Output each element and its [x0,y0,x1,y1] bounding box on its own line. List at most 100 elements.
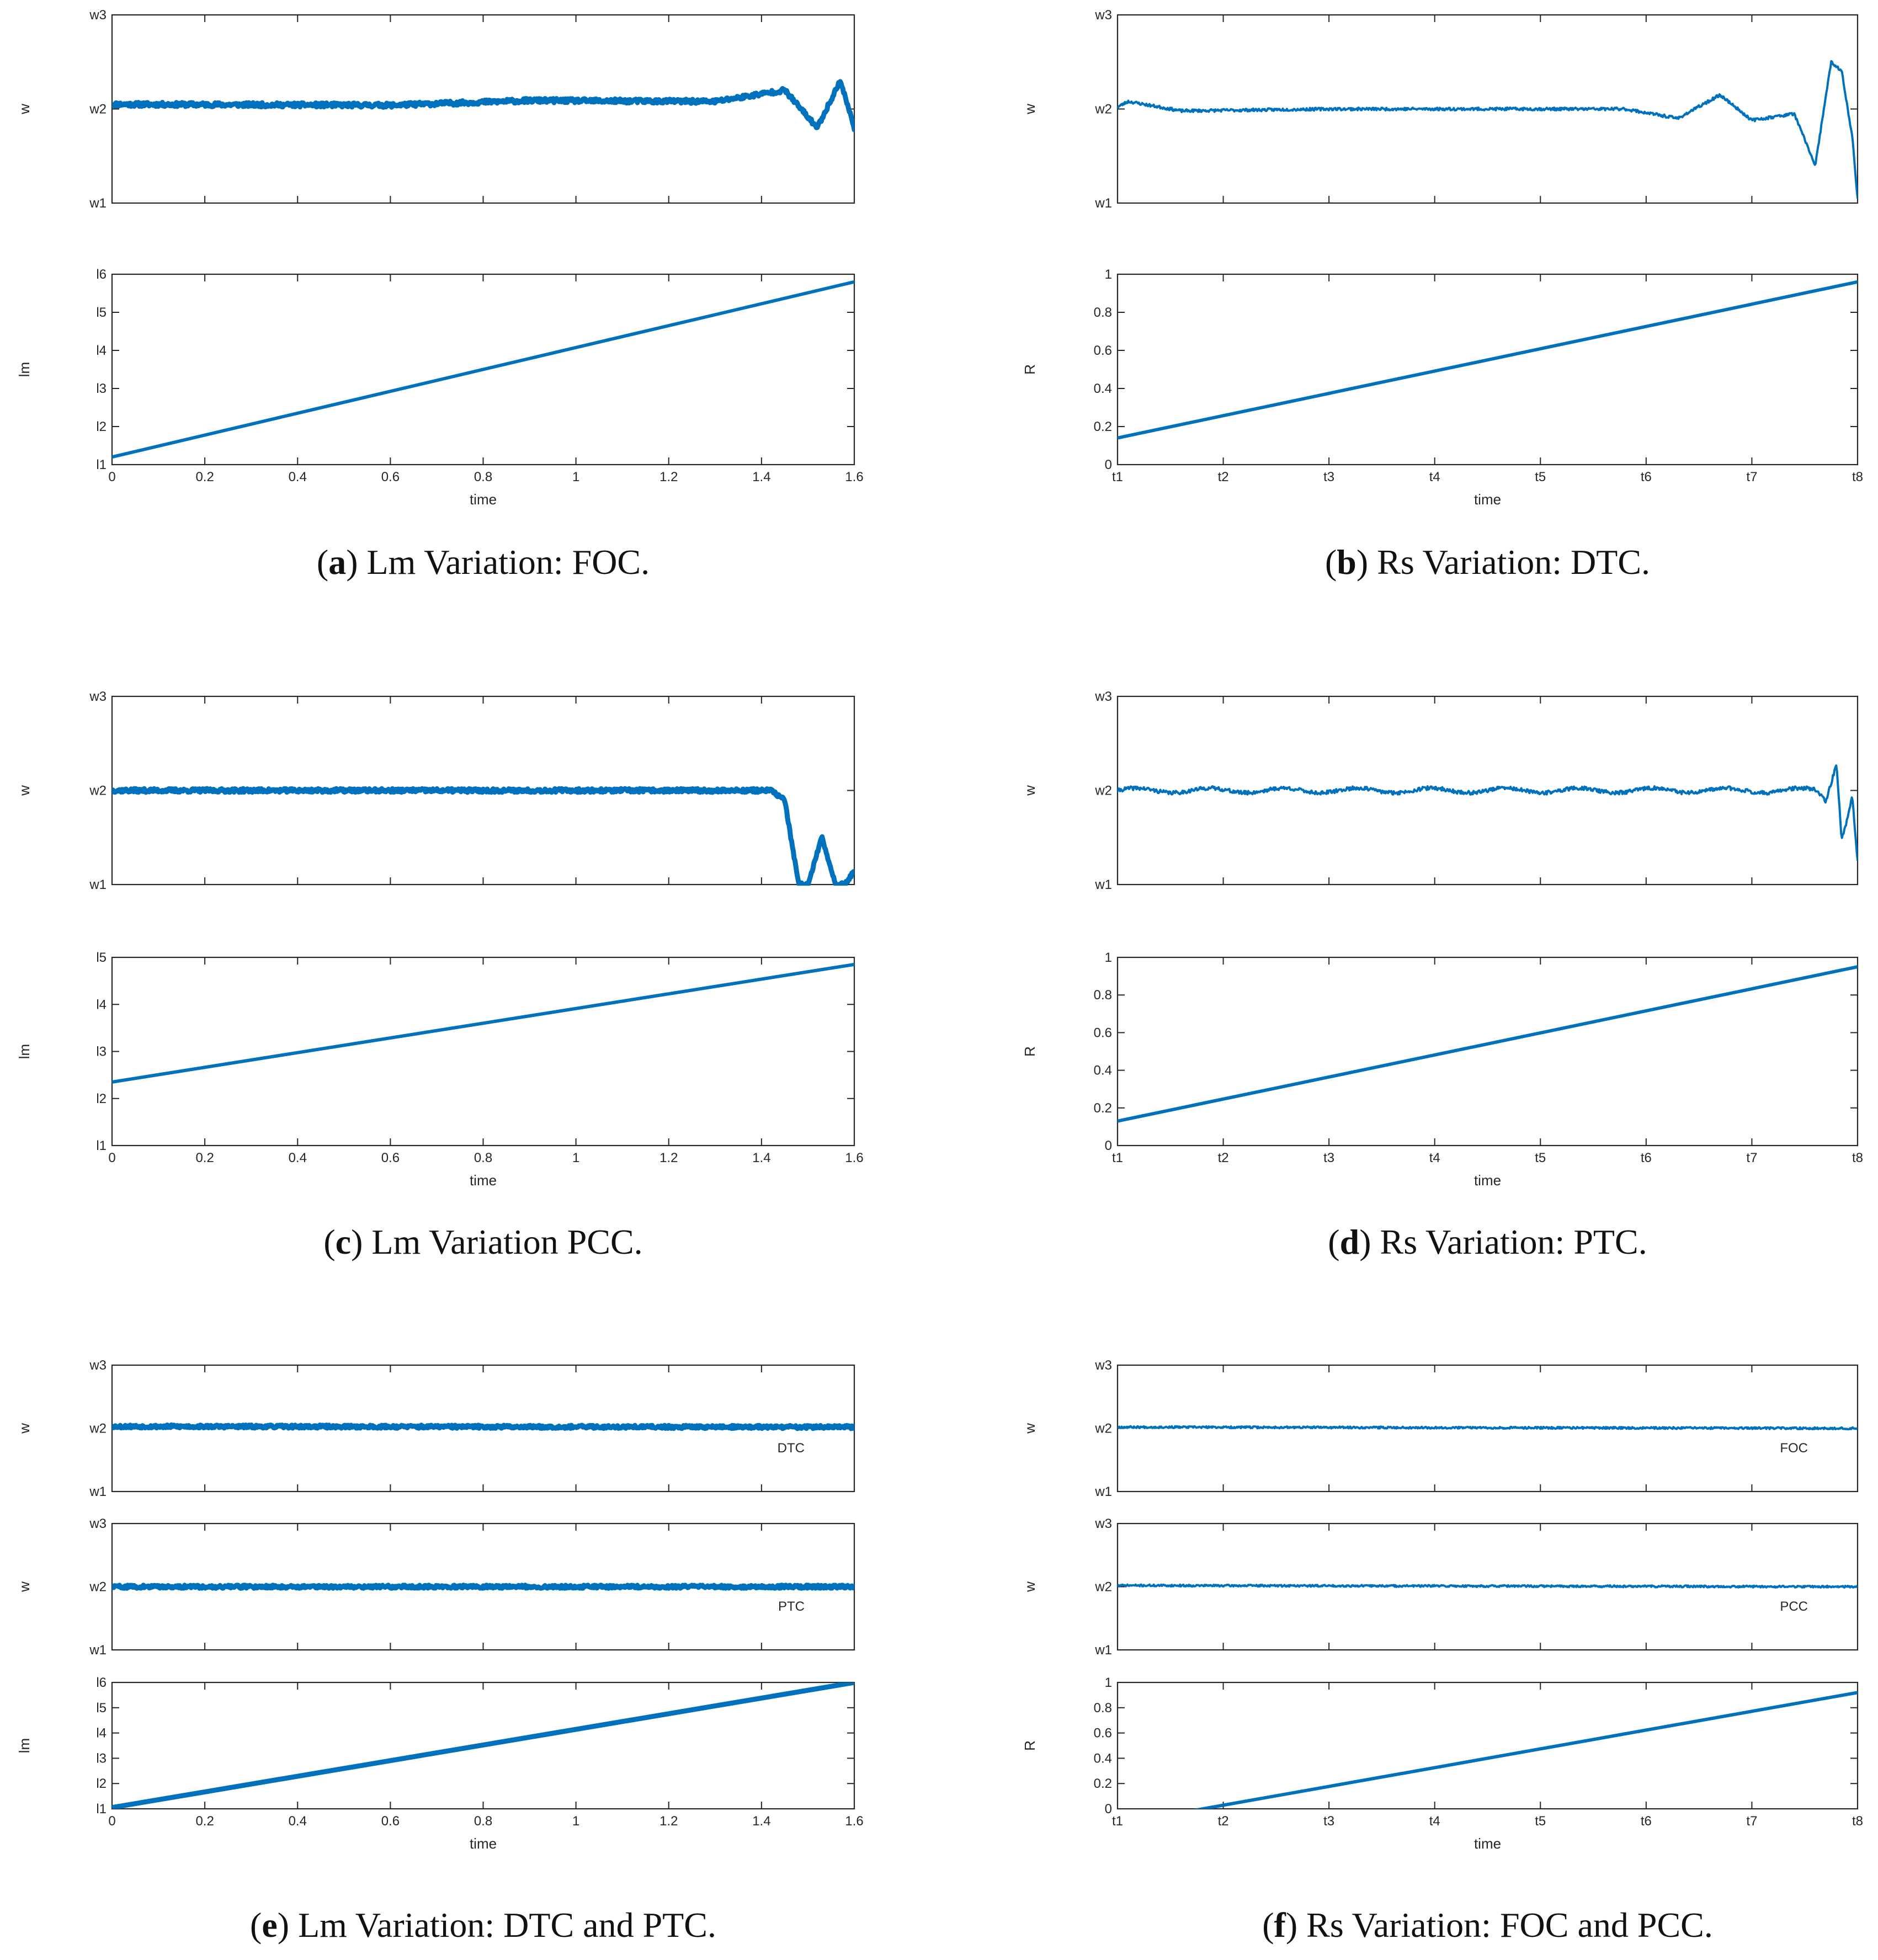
panel-e-2: w1 w2 w3 w PTC [16,1516,855,1658]
y-tick-label: l5 [96,305,107,320]
caption-letter: b [1337,542,1356,582]
panel-e-3: l1 l2 l3 l4 l5 l6 0 0.2 0.4 0.6 0.8 1 1.2 1.4 1.6 lm tim… [16,1675,864,1852]
x-tick-label: t2 [1218,1151,1229,1165]
y-tick-label: l2 [96,1091,107,1106]
caption-letter: f [1274,1905,1286,1945]
x-tick-label: 1 [572,470,579,484]
subfigure-caption: (f) Rs Variation: FOC and PCC. [1262,1905,1713,1945]
y-tick-label: w2 [89,784,107,798]
y-tick-label: l3 [96,1751,107,1766]
x-tick-label: 0.6 [381,470,400,484]
panel-f-2: w1 w2 w3 w PCC [1022,1516,1859,1658]
x-tick-label: t7 [1746,1814,1757,1829]
subfigure-caption: (d) Rs Variation: PTC. [1328,1222,1647,1261]
y-axis-label: w [1022,1581,1038,1592]
caption-letter: c [336,1222,351,1261]
panel-c-1: w1 w2 w3 w [16,689,855,892]
y-axis-label: lm [16,1044,33,1059]
caption-open: ( [323,1222,335,1261]
caption-text: ) Rs Variation: FOC and PCC. [1286,1905,1713,1945]
y-tick-label: 0.2 [1094,1776,1112,1791]
x-tick-label: 0.4 [289,1814,307,1829]
x-tick-label: 0.6 [381,1814,400,1829]
y-tick-label: w3 [1094,8,1112,23]
x-tick-label: 1.4 [752,470,770,484]
y-axis-label: R [1022,1046,1038,1057]
series-line [1118,280,1858,440]
y-axis-label: w [16,1581,33,1592]
caption-open: ( [1325,542,1337,582]
subfigure-caption: (c) Lm Variation PCC. [323,1222,642,1261]
caption-letter: d [1340,1222,1360,1261]
x-axis-label: time [1474,1835,1501,1852]
series-line [1118,764,1858,861]
caption-letter: a [328,542,346,582]
y-tick-label: w3 [1094,1358,1112,1373]
y-tick-label: l2 [96,1776,107,1791]
caption-text: ) Rs Variation: PTC. [1359,1222,1647,1261]
y-tick-label: 0.4 [1094,1063,1112,1078]
y-tick-label: w2 [1094,784,1112,798]
x-tick-label: 0.8 [474,1151,492,1165]
series-line [112,786,854,886]
subplot-a: w1 w2 w3 w l1 l2 l3 l4 l5 l6 0 0.2 0.4 0.6 0.8 1 1.2 1.4 1… [16,8,864,582]
axes-frame [1116,1681,1859,1810]
y-tick-label: l1 [96,1802,107,1817]
caption-text: ) Rs Variation: DTC. [1356,542,1650,582]
caption-open: ( [317,542,328,582]
y-axis-label: w [1022,1423,1038,1434]
y-axis-label: lm [16,1738,33,1753]
panel-a-1: w1 w2 w3 w [16,8,855,211]
y-axis-label: w [16,785,33,796]
series-line [1118,965,1858,1123]
caption-text: ) Lm Variation: DTC and PTC. [278,1905,716,1945]
x-tick-label: t1 [1112,1151,1123,1165]
y-tick-label: 0.6 [1094,343,1112,358]
y-tick-label: 0 [1105,1138,1112,1153]
y-tick-label: 0.8 [1094,988,1112,1003]
caption-text: ) Lm Variation: FOC. [346,542,650,582]
x-tick-label: t1 [1112,470,1123,484]
x-tick-label: 1.2 [659,470,678,484]
legend-label: PTC [778,1599,805,1614]
x-tick-label: 1.6 [845,470,863,484]
x-tick-label: 0.8 [474,470,492,484]
x-tick-label: t4 [1429,1151,1440,1165]
y-tick-label: l4 [96,343,107,358]
x-tick-label: 0.2 [195,1814,214,1829]
y-tick-label: l3 [96,1045,107,1059]
y-tick-label: l2 [96,419,107,434]
x-tick-label: t5 [1535,470,1546,484]
series-line [1193,1691,1858,1809]
y-tick-label: l1 [96,1138,107,1153]
x-tick-label: 1.6 [845,1151,863,1165]
axes-frame [1116,273,1859,466]
x-tick-label: t6 [1641,470,1652,484]
axes-frame [111,956,855,1147]
x-tick-label: t2 [1218,1814,1229,1829]
subplot-c: w1 w2 w3 w l1 l2 l3 l4 l5 0 0.2 0.4 0.6 0.8 1 1.2 1.4 1.6… [16,689,864,1261]
x-tick-label: t5 [1535,1151,1546,1165]
y-tick-label: 0 [1105,1802,1112,1817]
series-line [112,1422,854,1431]
y-tick-label: 0.4 [1094,381,1112,396]
y-axis-label: w [1022,785,1038,796]
legend-label: FOC [1780,1441,1808,1456]
x-tick-label: t4 [1429,470,1440,484]
subplot-b: w1 w2 w3 w 0 0.2 0.4 0.6 0.8 1 t1 t2 t3 t4 t5 t6 t7 t8 Rti… [1022,8,1863,582]
y-tick-label: w1 [89,1643,107,1658]
series-line [112,1682,854,1809]
x-tick-label: t6 [1641,1814,1652,1829]
y-tick-label: w2 [1094,1580,1112,1595]
y-tick-label: l1 [96,457,107,472]
x-tick-label: 1.4 [752,1151,770,1165]
y-axis-label: lm [16,362,33,377]
panel-c-2: l1 l2 l3 l4 l5 0 0.2 0.4 0.6 0.8 1 1.2 1.4 1.6 lm time [16,950,864,1189]
x-tick-label: 0.2 [195,1151,214,1165]
subplot-f: w1 w2 w3 w FOC w1 w2 w3 w PCC 0 0.2 0.4 0.6 0.8 1 t1 t2 t3… [1022,1358,1863,1945]
y-tick-label: w3 [1094,689,1112,704]
x-tick-label: 0.4 [289,470,307,484]
y-tick-label: l6 [96,267,107,282]
